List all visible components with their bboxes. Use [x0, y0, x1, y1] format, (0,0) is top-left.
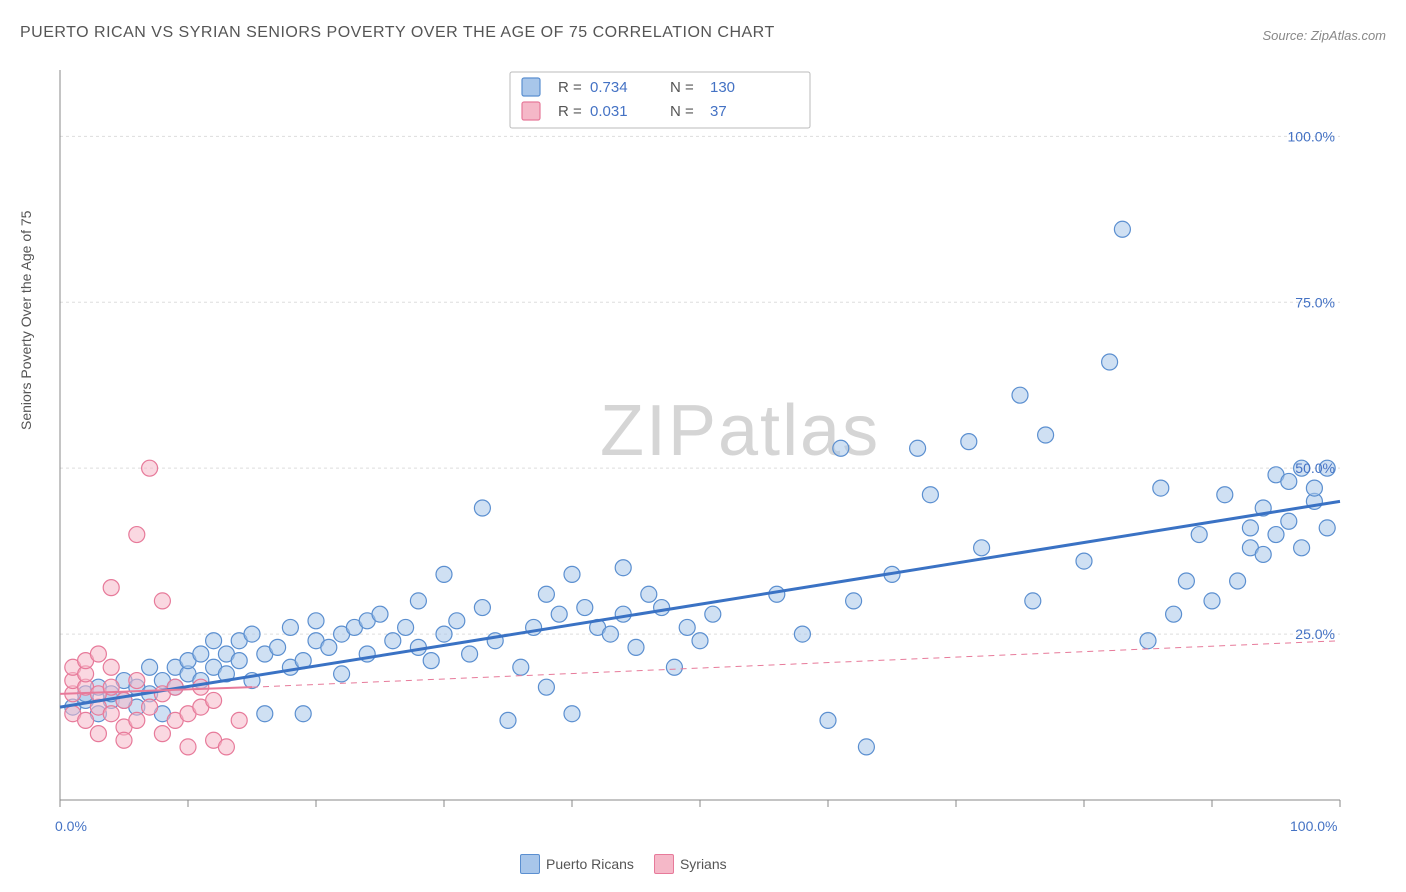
svg-text:R =: R =: [558, 79, 582, 96]
x-axis-min-label: 0.0%: [55, 818, 87, 834]
svg-text:25.0%: 25.0%: [1295, 626, 1335, 642]
svg-text:100.0%: 100.0%: [1288, 128, 1335, 144]
source-credit: Source: ZipAtlas.com: [1262, 28, 1386, 43]
svg-text:130: 130: [710, 79, 735, 96]
svg-text:N =: N =: [670, 79, 694, 96]
scatter-plot-svg: 25.0% 50.0% 75.0% 100.0% R = 0.734 N = 130 R = 0…: [50, 60, 1370, 820]
chart-title: PUERTO RICAN VS SYRIAN SENIORS POVERTY O…: [20, 24, 775, 42]
legend-swatch-icon: [654, 854, 674, 874]
x-axis-max-label: 100.0%: [1290, 818, 1337, 834]
svg-text:50.0%: 50.0%: [1295, 460, 1335, 476]
svg-text:R =: R =: [558, 103, 582, 120]
svg-text:0.031: 0.031: [590, 103, 628, 120]
legend-item-syrians: Syrians: [654, 854, 727, 874]
legend-item-puerto-ricans: Puerto Ricans: [520, 854, 634, 874]
svg-text:0.734: 0.734: [590, 79, 628, 96]
legend-swatch-icon: [520, 854, 540, 874]
bottom-legend: Puerto Ricans Syrians: [520, 854, 727, 874]
legend-label: Puerto Ricans: [546, 856, 634, 872]
svg-text:37: 37: [710, 103, 727, 120]
svg-text:75.0%: 75.0%: [1295, 294, 1335, 310]
chart-area: 25.0% 50.0% 75.0% 100.0% R = 0.734 N = 130 R = 0…: [50, 60, 1370, 820]
svg-text:N =: N =: [670, 103, 694, 120]
y-axis-title: Seniors Poverty Over the Age of 75: [18, 211, 34, 430]
legend-label: Syrians: [680, 856, 727, 872]
